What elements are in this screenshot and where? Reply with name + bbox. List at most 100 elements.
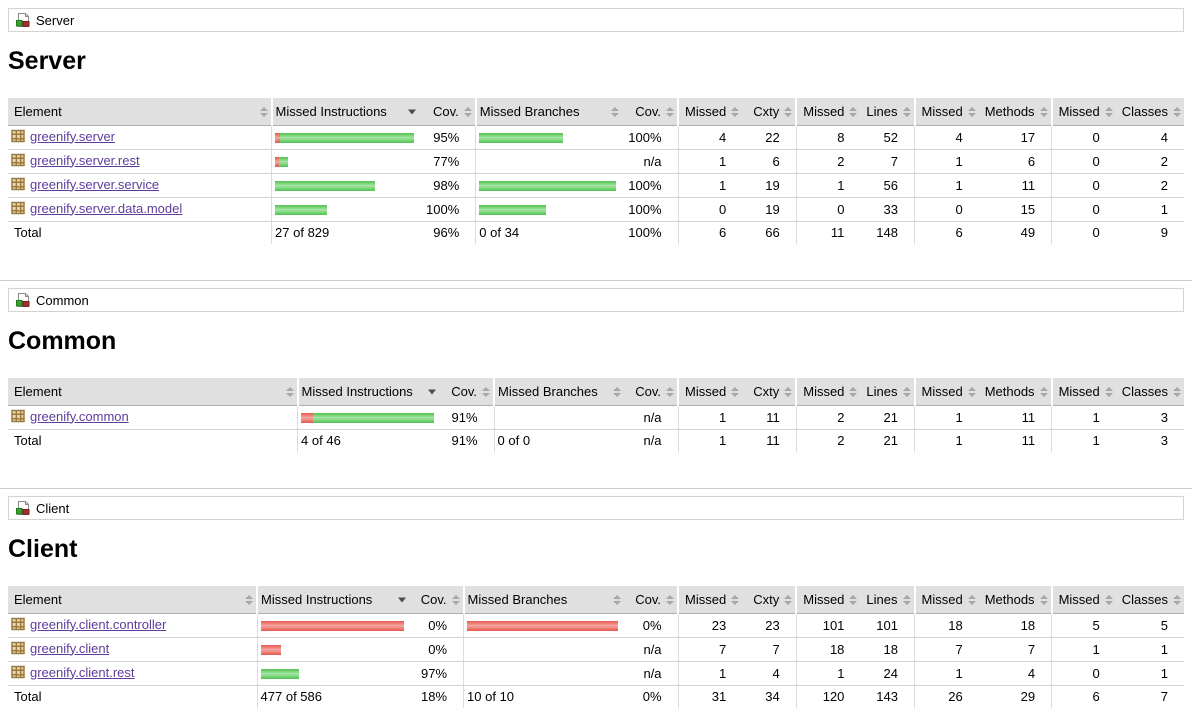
column-header-cov-4[interactable]: Cov. (622, 98, 679, 126)
column-header-bar-3[interactable]: Missed Branches (474, 98, 623, 126)
column-header-ctr-9[interactable]: Missed (913, 586, 979, 614)
total-instructions-cell: 4 of 46 (297, 429, 441, 452)
package-link[interactable]: greenify.server.data.model (10, 200, 182, 216)
column-header-label: Missed Instructions (301, 384, 413, 399)
coverage-bar-cell (271, 173, 421, 198)
sort-icon (1173, 386, 1181, 397)
counter-cell: 18 (795, 637, 861, 662)
counter-cell: 0 (1051, 149, 1116, 174)
column-header-ctr-9[interactable]: Missed (913, 98, 979, 126)
counter-cell: 2 (1115, 173, 1184, 198)
missed-bar-segment (260, 645, 281, 655)
column-header-bar-1[interactable]: Missed Instructions (296, 378, 441, 406)
counter-cell: 11 (978, 405, 1052, 430)
column-header-cov-2[interactable]: Cov. (420, 98, 476, 126)
package-link[interactable]: greenify.client.rest (10, 664, 135, 680)
sort-icon (611, 106, 620, 117)
column-header-cov-4[interactable]: Cov. (624, 378, 679, 406)
column-header-el-0[interactable]: Element (8, 586, 258, 614)
package-link[interactable]: greenify.common (10, 408, 129, 424)
section-heading: Server (8, 47, 86, 75)
total-instructions-cell: 477 of 586 (256, 685, 410, 708)
column-header-label: Missed (1058, 384, 1100, 399)
column-header-ctr-10[interactable]: Methods (978, 378, 1052, 406)
column-header-ctr-10[interactable]: Methods (978, 586, 1052, 614)
sort-desc-icon (408, 109, 417, 114)
coverage-percent-cell: n/a (624, 637, 679, 662)
sort-icon (784, 386, 793, 397)
column-header-ctr-8[interactable]: Lines (860, 586, 915, 614)
column-header-cov-2[interactable]: Cov. (440, 378, 495, 406)
coverage-percent-cell: 100% (420, 197, 476, 222)
counter-cell: 11 (978, 173, 1052, 198)
column-header-ctr-6[interactable]: Cxty (742, 98, 797, 126)
sort-icon (902, 386, 911, 397)
column-header-ctr-6[interactable]: Cxty (742, 586, 797, 614)
column-header-ctr-7[interactable]: Missed (795, 98, 861, 126)
column-header-ctr-11[interactable]: Missed (1050, 586, 1116, 614)
column-header-ctr-5[interactable]: Missed (677, 378, 743, 406)
column-header-ctr-6[interactable]: Cxty (742, 378, 797, 406)
counter-cell: 15 (978, 197, 1052, 222)
column-header-bar-1[interactable]: Missed Instructions (256, 586, 410, 614)
sort-icon (1039, 594, 1048, 605)
column-header-ctr-9[interactable]: Missed (913, 378, 979, 406)
column-header-ctr-12[interactable]: Classes (1115, 98, 1184, 126)
package-link[interactable]: greenify.client.controller (10, 616, 166, 632)
covered-bar-segment (479, 133, 564, 143)
coverage-bar-cell (463, 613, 625, 638)
column-header-ctr-7[interactable]: Missed (795, 586, 861, 614)
column-header-bar-3[interactable]: Missed Branches (462, 586, 625, 614)
package-row: greenify.client.controller 0% 0% 23 23 101 101… (8, 613, 1184, 638)
column-header-label: Cov. (635, 384, 662, 399)
column-header-ctr-5[interactable]: Missed (677, 98, 743, 126)
counter-cell: 0 (677, 197, 743, 222)
counter-cell: 8 (795, 125, 861, 150)
coverage-bar-cell (297, 405, 441, 430)
package-row: greenify.common 91% n/a 1 11 2 21 1 11 1 3 (8, 405, 1184, 430)
counter-cell: 1 (913, 405, 979, 430)
column-header-ctr-12[interactable]: Classes (1115, 378, 1184, 406)
counter-cell: 1 (1115, 637, 1184, 662)
column-header-el-0[interactable]: Element (8, 98, 272, 126)
column-header-label: Missed (803, 104, 845, 119)
coverage-bar (260, 669, 404, 679)
counter-cell: 4 (742, 661, 797, 686)
column-header-ctr-10[interactable]: Methods (978, 98, 1052, 126)
package-link[interactable]: greenify.server (10, 128, 115, 144)
column-header-ctr-8[interactable]: Lines (860, 378, 915, 406)
column-header-ctr-11[interactable]: Missed (1050, 98, 1116, 126)
group-icon (15, 292, 31, 308)
package-icon (10, 616, 26, 632)
column-header-label: Cov. (635, 592, 662, 607)
column-header-ctr-12[interactable]: Classes (1115, 586, 1184, 614)
breadcrumb-common: Common (8, 288, 1184, 312)
column-header-cov-4[interactable]: Cov. (624, 586, 679, 614)
coverage-percent-cell: 96% (433, 225, 460, 240)
package-link[interactable]: greenify.server.service (10, 176, 159, 192)
covered-bar-segment (280, 133, 415, 143)
sort-icon (482, 386, 491, 397)
sort-icon (613, 594, 622, 605)
column-header-ctr-7[interactable]: Missed (795, 378, 861, 406)
package-icon (10, 200, 26, 216)
column-header-ctr-8[interactable]: Lines (860, 98, 915, 126)
package-link[interactable]: greenify.client (10, 640, 109, 656)
counter-cell: 1 (1051, 405, 1116, 430)
column-header-ctr-5[interactable]: Missed (677, 586, 743, 614)
column-header-bar-1[interactable]: Missed Instructions (270, 98, 421, 126)
column-header-label: Element (14, 592, 62, 607)
element-cell: greenify.server.data.model (8, 197, 272, 222)
column-header-label: Missed Instructions (261, 592, 373, 607)
column-header-bar-3[interactable]: Missed Branches (493, 378, 625, 406)
counter-cell: 101 (860, 613, 915, 638)
column-header-ctr-11[interactable]: Missed (1050, 378, 1116, 406)
column-header-el-0[interactable]: Element (8, 378, 298, 406)
counter-cell: 1 (913, 661, 979, 686)
column-header-label: Cov. (433, 104, 459, 119)
column-header-cov-2[interactable]: Cov. (409, 586, 464, 614)
package-link[interactable]: greenify.server.rest (10, 152, 140, 168)
coverage-bar-cell (463, 637, 625, 662)
total-counter-cell: 11 (766, 433, 780, 448)
sort-icon (731, 386, 740, 397)
